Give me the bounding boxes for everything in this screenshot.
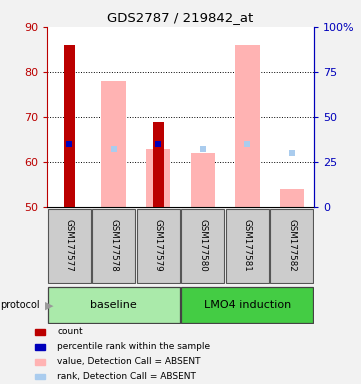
Text: protocol: protocol: [0, 300, 40, 310]
Text: baseline: baseline: [90, 300, 137, 310]
Text: ▶: ▶: [45, 300, 54, 310]
Text: count: count: [57, 328, 83, 336]
Bar: [191, 153, 215, 207]
Text: GSM177580: GSM177580: [198, 219, 207, 272]
FancyBboxPatch shape: [137, 209, 180, 283]
FancyBboxPatch shape: [48, 287, 180, 323]
Bar: [35, 374, 44, 379]
Bar: [35, 359, 44, 364]
Text: GSM177577: GSM177577: [65, 219, 74, 272]
Text: GSM177579: GSM177579: [154, 219, 163, 272]
Text: LMO4 induction: LMO4 induction: [204, 300, 291, 310]
Text: GSM177578: GSM177578: [109, 219, 118, 272]
Title: GDS2787 / 219842_at: GDS2787 / 219842_at: [107, 11, 254, 24]
Bar: [35, 329, 44, 335]
Bar: [35, 344, 44, 349]
Bar: [64, 45, 75, 207]
FancyBboxPatch shape: [92, 209, 135, 283]
Bar: [235, 45, 260, 207]
Text: GSM177582: GSM177582: [287, 219, 296, 272]
Text: GSM177581: GSM177581: [243, 219, 252, 272]
FancyBboxPatch shape: [48, 209, 91, 283]
Text: rank, Detection Call = ABSENT: rank, Detection Call = ABSENT: [57, 372, 196, 381]
Text: percentile rank within the sample: percentile rank within the sample: [57, 342, 210, 351]
Bar: [146, 149, 170, 207]
FancyBboxPatch shape: [270, 209, 313, 283]
Bar: [153, 122, 164, 207]
Text: value, Detection Call = ABSENT: value, Detection Call = ABSENT: [57, 357, 201, 366]
FancyBboxPatch shape: [181, 209, 224, 283]
FancyBboxPatch shape: [226, 209, 269, 283]
Bar: [101, 81, 126, 207]
FancyBboxPatch shape: [181, 287, 313, 323]
Bar: [279, 189, 304, 207]
